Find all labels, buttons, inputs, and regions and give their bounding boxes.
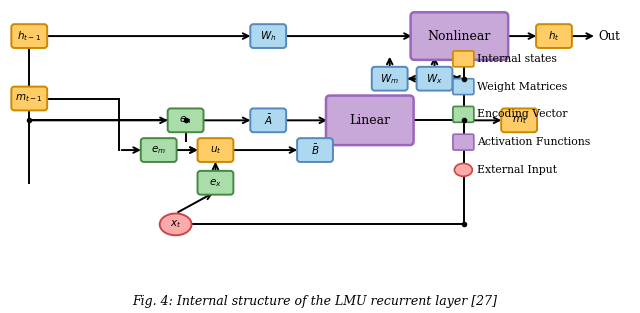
Text: $h_t$: $h_t$ <box>548 29 560 43</box>
FancyBboxPatch shape <box>12 24 47 48</box>
Text: Out: Out <box>599 29 621 43</box>
FancyBboxPatch shape <box>141 138 177 162</box>
FancyBboxPatch shape <box>168 108 204 132</box>
FancyBboxPatch shape <box>411 12 508 60</box>
Text: $m_t$: $m_t$ <box>511 115 527 126</box>
Text: Linear: Linear <box>349 114 390 127</box>
Text: $\bar{A}$: $\bar{A}$ <box>264 113 273 127</box>
FancyBboxPatch shape <box>372 67 408 90</box>
Text: $u_t$: $u_t$ <box>210 144 221 156</box>
Text: $x_t$: $x_t$ <box>170 218 181 230</box>
Text: Encoding Vector: Encoding Vector <box>477 109 568 119</box>
Text: Fig. 4: Internal structure of the LMU recurrent layer [27]: Fig. 4: Internal structure of the LMU re… <box>132 295 497 308</box>
Ellipse shape <box>454 163 472 176</box>
Text: Internal states: Internal states <box>477 54 557 64</box>
FancyBboxPatch shape <box>453 106 474 122</box>
Text: $\bar{B}$: $\bar{B}$ <box>311 143 319 157</box>
Text: Weight Matrices: Weight Matrices <box>477 82 568 92</box>
Text: Activation Functions: Activation Functions <box>477 137 591 147</box>
FancyBboxPatch shape <box>250 24 286 48</box>
Text: External Input: External Input <box>477 165 557 175</box>
Text: $W_m$: $W_m$ <box>380 72 399 85</box>
Text: $W_x$: $W_x$ <box>426 72 443 85</box>
FancyBboxPatch shape <box>417 67 452 90</box>
Text: Nonlinear: Nonlinear <box>428 29 491 43</box>
FancyBboxPatch shape <box>12 87 47 110</box>
FancyBboxPatch shape <box>536 24 572 48</box>
FancyBboxPatch shape <box>297 138 333 162</box>
Text: $W_h$: $W_h$ <box>260 29 276 43</box>
FancyBboxPatch shape <box>326 95 413 145</box>
Ellipse shape <box>160 213 191 235</box>
Text: $h_{t-1}$: $h_{t-1}$ <box>17 29 42 43</box>
Text: $e_x$: $e_x$ <box>209 177 222 189</box>
Text: $e_h$: $e_h$ <box>179 115 192 126</box>
Text: $e_m$: $e_m$ <box>151 144 166 156</box>
FancyBboxPatch shape <box>501 108 537 132</box>
Text: $m_{t-1}$: $m_{t-1}$ <box>15 93 43 105</box>
FancyBboxPatch shape <box>453 51 474 67</box>
FancyBboxPatch shape <box>198 138 234 162</box>
FancyBboxPatch shape <box>453 134 474 150</box>
FancyBboxPatch shape <box>250 108 286 132</box>
FancyBboxPatch shape <box>198 171 234 195</box>
FancyBboxPatch shape <box>453 79 474 95</box>
